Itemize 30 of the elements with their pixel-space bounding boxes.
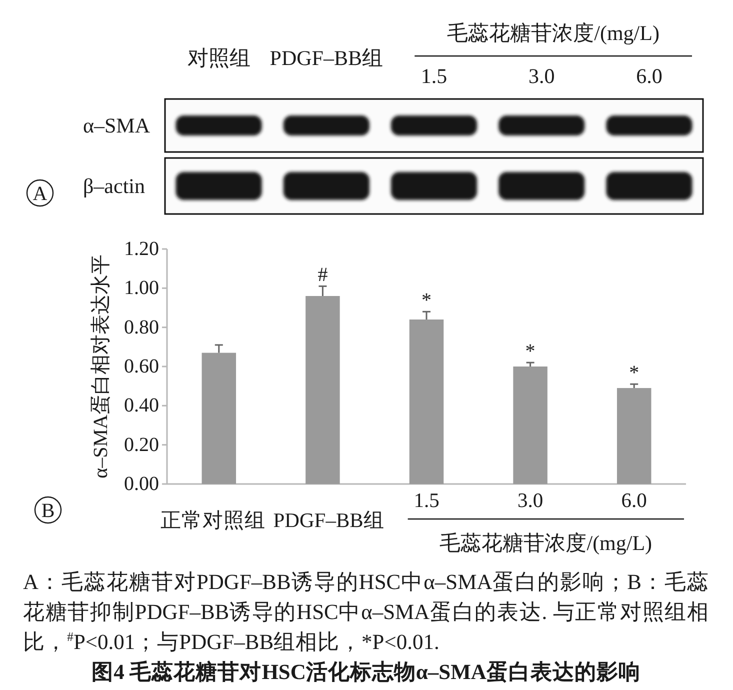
y-tick-label: 0.80 xyxy=(124,316,159,338)
y-tick-label: 0.20 xyxy=(124,434,159,456)
x-tick-label: 6.0 xyxy=(621,490,647,512)
x-tick-label: 3.0 xyxy=(517,490,544,512)
x-tick-label: 正常对照组 xyxy=(160,510,266,532)
x-tick-label: PDGF–BB组 xyxy=(273,510,384,532)
text: 图4 毛蕊花糖苷对HSC活化标志物α–SMA蛋白表达的影响 xyxy=(90,659,642,686)
y-axis-title: α–SMA蛋白相对表达水平 xyxy=(90,254,112,478)
group-label: 毛蕊花糖苷浓度/(mg/L) xyxy=(447,21,660,45)
row-label: α–SMA xyxy=(83,114,150,138)
text: A：毛蕊花糖苷对PDGF–BB诱导的HSC中α–SMA蛋白的影响；B：毛蕊花糖苷抑制PDGF–BB诱导的HSC中α–SMA蛋白的表达. 与正常对照组相比，$^{#}$P<0.01；与PDGF–BB组相比，*P<0.01. xyxy=(23,569,709,656)
annotation: * xyxy=(422,290,432,312)
y-tick-label: 1.20 xyxy=(124,238,159,260)
x-tick-label: 1.5 xyxy=(414,490,440,512)
panel-label: B xyxy=(41,500,55,522)
x-axis-title: 毛蕊花糖苷浓度/(mg/L) xyxy=(440,531,652,555)
annotation: * xyxy=(525,340,536,363)
lane-label: 1.5 xyxy=(420,64,448,88)
lane-label: 对照组 xyxy=(187,46,250,70)
y-tick-label: 0.40 xyxy=(124,394,159,417)
annotation: * xyxy=(629,362,640,384)
y-tick-label: 1.00 xyxy=(124,277,159,300)
lane-label: PDGF–BB组 xyxy=(270,46,383,70)
row-label: β–actin xyxy=(83,174,145,198)
lane-label: 3.0 xyxy=(528,64,555,88)
y-tick-label: 0.60 xyxy=(124,356,159,378)
panel-label: A xyxy=(32,183,48,205)
annotation: # xyxy=(318,264,328,286)
y-tick-label: 0.00 xyxy=(124,473,159,495)
lane-label: 6.0 xyxy=(636,64,662,88)
